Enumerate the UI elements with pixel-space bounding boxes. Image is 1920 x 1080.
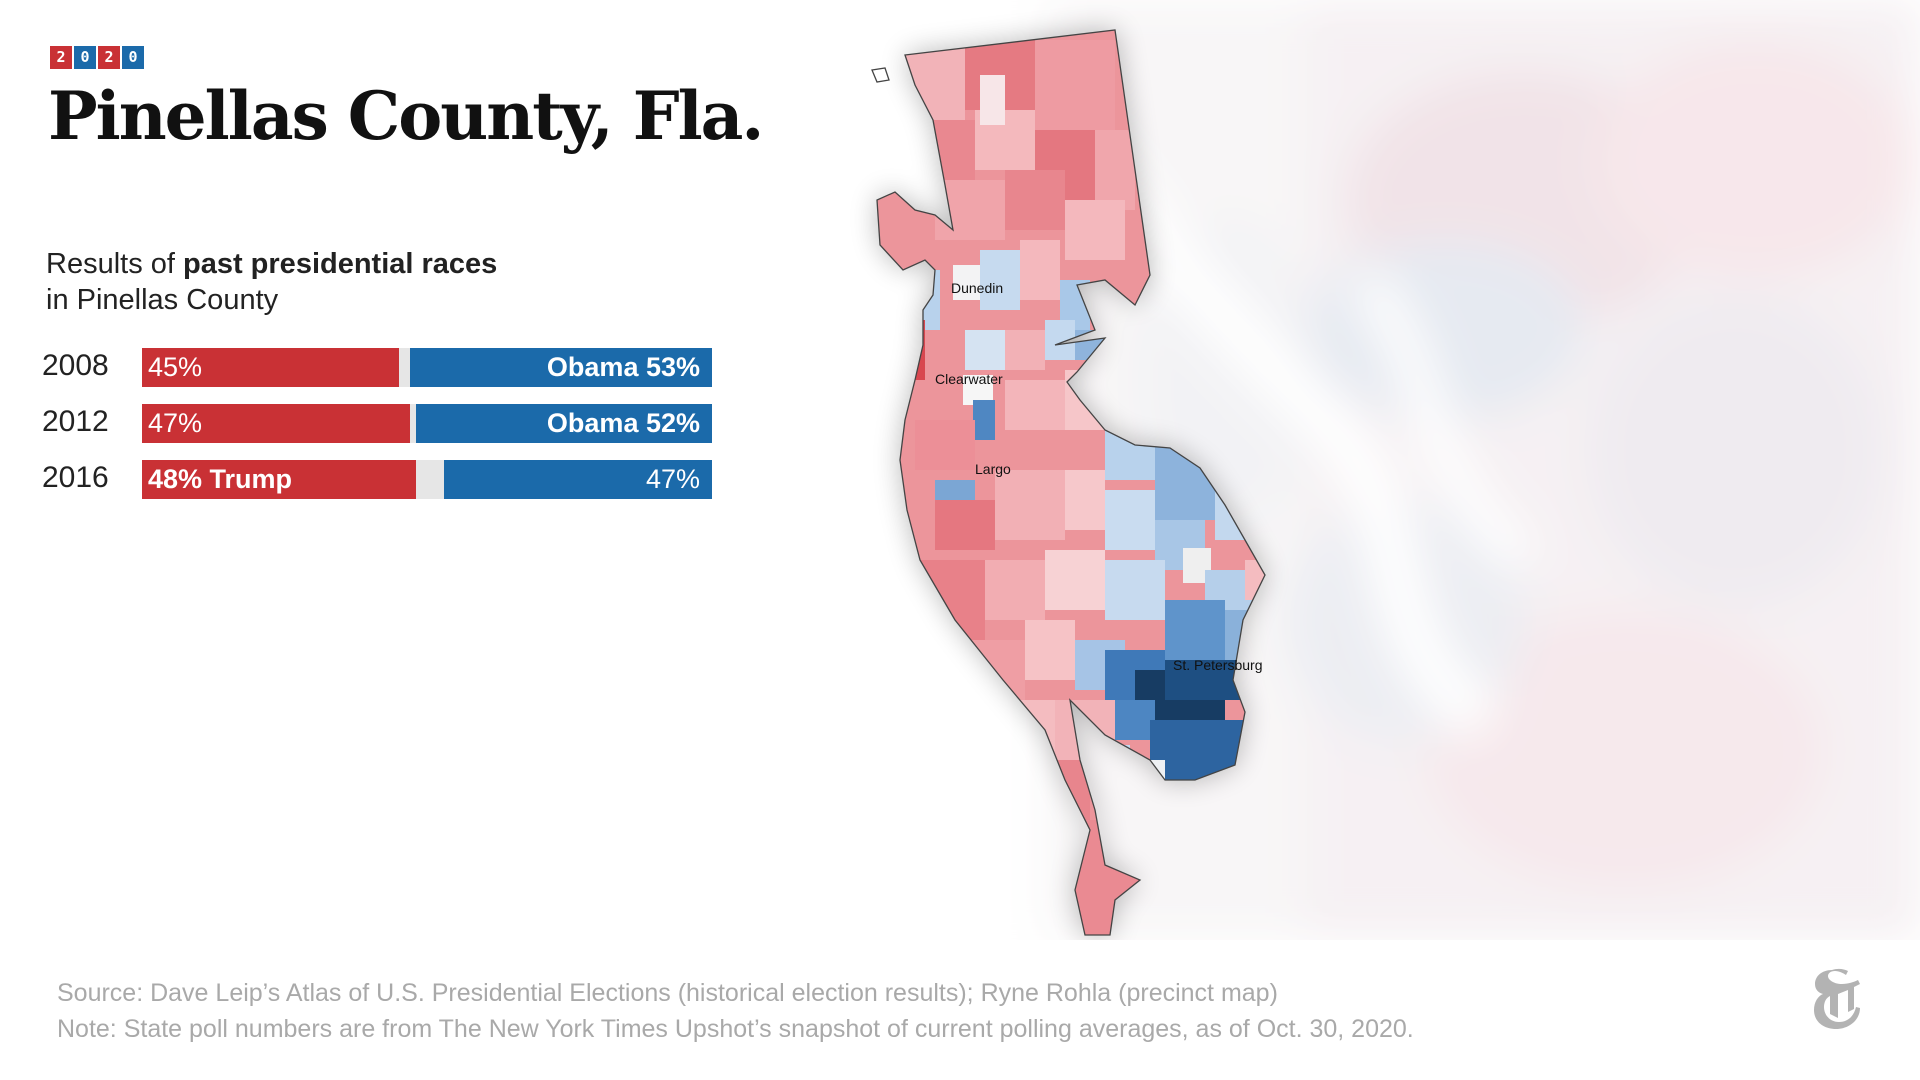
page-title: Pinellas County, Fla. — [48, 77, 764, 155]
footer: Source: Dave Leip’s Atlas of U.S. Presid… — [57, 975, 1414, 1047]
rep-bar: 48% Trump — [142, 460, 416, 499]
dem-bar: Obama 52% — [415, 404, 712, 443]
badge-digit: 0 — [122, 46, 144, 69]
city-label: Clearwater — [935, 371, 1003, 387]
race-year: 2012 — [42, 405, 109, 438]
badge-digit: 2 — [98, 46, 120, 69]
rep-bar: 45% — [142, 348, 399, 387]
poll-note: Note: State poll numbers are from The Ne… — [57, 1015, 1414, 1043]
map-svg: Dunedin Clearwater Largo St. Petersburg — [805, 0, 1920, 940]
subtitle-prefix: Results of — [46, 248, 183, 280]
chart-subtitle: Results of past presidential races in Pi… — [46, 246, 497, 318]
city-label: Dunedin — [951, 280, 1003, 296]
dem-bar: 47% — [444, 460, 712, 499]
bar-track: 45% Obama 53% — [142, 348, 712, 387]
results-chart: 2008 45% Obama 53% 2012 47% Obama 52% 20… — [42, 345, 712, 513]
badge-digit: 2 — [50, 46, 72, 69]
badge-digit: 0 — [74, 46, 96, 69]
nyt-logo-icon — [1814, 968, 1860, 1029]
bar-track: 48% Trump 47% — [142, 460, 712, 499]
bar-track: 47% Obama 52% — [142, 404, 712, 443]
subtitle-line2: in Pinellas County — [46, 284, 279, 316]
city-label: St. Petersburg — [1173, 657, 1263, 673]
rep-bar: 47% — [142, 404, 410, 443]
race-year: 2016 — [42, 461, 109, 494]
city-label: Largo — [975, 461, 1011, 477]
year-badge: 2 0 2 0 — [50, 46, 144, 69]
subtitle-bold: past presidential races — [183, 248, 498, 280]
race-year: 2008 — [42, 349, 109, 382]
precinct-map: Dunedin Clearwater Largo St. Petersburg — [805, 0, 1920, 940]
race-row: 2016 48% Trump 47% — [42, 457, 712, 499]
race-row: 2012 47% Obama 52% — [42, 401, 712, 443]
race-row: 2008 45% Obama 53% — [42, 345, 712, 387]
source-note: Source: Dave Leip’s Atlas of U.S. Presid… — [57, 979, 1278, 1007]
dem-bar: Obama 53% — [409, 348, 712, 387]
island — [871, 67, 890, 83]
